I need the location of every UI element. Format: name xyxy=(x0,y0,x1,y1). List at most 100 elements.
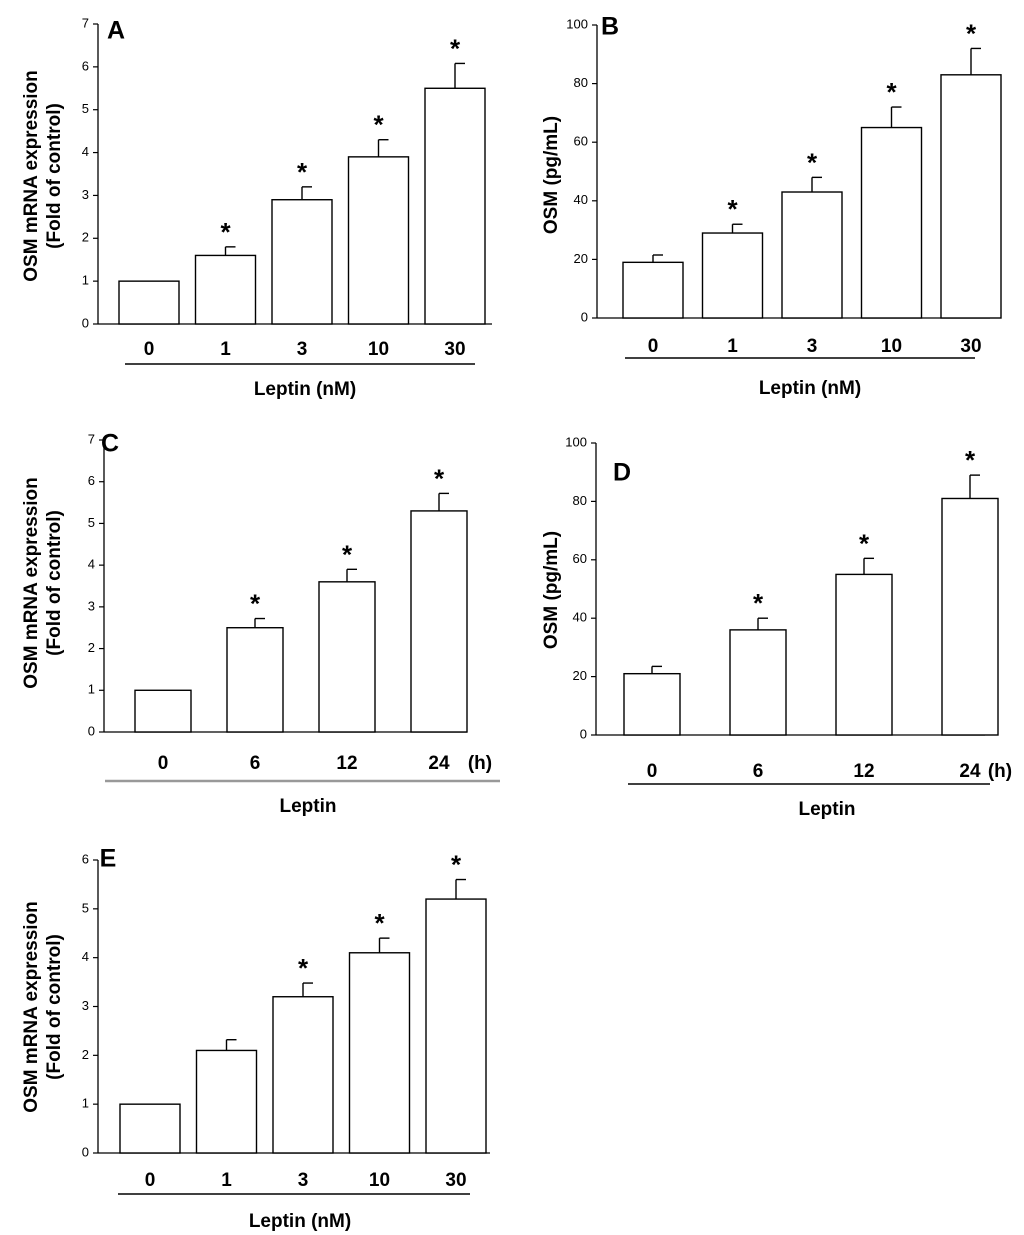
category-label: 1 xyxy=(727,336,738,357)
y-tick-label: 0 xyxy=(581,309,588,324)
significance-star: * xyxy=(966,18,977,48)
category-label: 30 xyxy=(960,336,981,357)
bar xyxy=(701,232,764,319)
category-label: 6 xyxy=(250,753,261,774)
category-label: 10 xyxy=(369,1170,390,1191)
y-tick-label: 80 xyxy=(573,493,587,508)
group-label: Leptin (nM) xyxy=(759,378,861,399)
y-tick-label: 2 xyxy=(82,230,89,245)
category-label: 24 xyxy=(428,753,450,774)
significance-star: * xyxy=(859,528,870,558)
significance-star: * xyxy=(373,110,384,140)
y-tick-label: 0 xyxy=(580,726,587,741)
bar xyxy=(318,581,376,733)
significance-star: * xyxy=(298,953,309,983)
panel-label: D xyxy=(613,459,631,487)
y-tick-label: 1 xyxy=(82,273,89,288)
bar xyxy=(860,126,923,319)
significance-star: * xyxy=(374,908,385,938)
bar xyxy=(348,952,411,1154)
category-label: 30 xyxy=(445,1170,466,1191)
y-tick-label: 2 xyxy=(88,640,95,655)
y-axis-subtitle: (Fold of control) xyxy=(44,510,65,656)
significance-star: * xyxy=(451,850,462,880)
y-tick-label: 20 xyxy=(573,668,587,683)
y-tick-label: 0 xyxy=(82,1144,89,1159)
y-tick-label: 60 xyxy=(574,134,588,149)
category-label: 0 xyxy=(145,1170,156,1191)
bar xyxy=(119,1103,181,1154)
category-label: 6 xyxy=(753,761,764,782)
category-label: 12 xyxy=(853,761,874,782)
significance-star: * xyxy=(886,77,897,107)
group-label: Leptin (nM) xyxy=(254,379,356,400)
bar xyxy=(271,199,333,325)
y-tick-label: 0 xyxy=(88,723,95,738)
category-label: 1 xyxy=(221,1170,232,1191)
category-label: 0 xyxy=(158,753,169,774)
group-label: Leptin xyxy=(280,796,337,817)
bar xyxy=(781,191,843,319)
category-label: 0 xyxy=(648,336,659,357)
y-axis-title: OSM mRNA expression xyxy=(21,901,42,1113)
significance-star: * xyxy=(753,588,764,618)
category-label: 3 xyxy=(807,336,818,357)
panel-e: E 0 1 2 3 4 5 6 OSM mRNA expression (Fold of cont… xyxy=(21,845,490,1232)
group-label: Leptin xyxy=(799,799,856,820)
significance-star: * xyxy=(450,33,461,63)
y-tick-label: 6 xyxy=(82,851,89,866)
category-label: 10 xyxy=(881,336,902,357)
significance-star: * xyxy=(434,463,445,493)
bar xyxy=(940,74,1002,319)
y-tick-label: 40 xyxy=(573,610,587,625)
bar xyxy=(623,672,681,736)
unit-label: (h) xyxy=(468,753,492,774)
category-label: 24 xyxy=(959,761,981,782)
y-tick-label: 60 xyxy=(573,551,587,566)
y-axis-subtitle: (Fold of control) xyxy=(44,103,65,249)
y-axis-title: OSM (pg/mL) xyxy=(541,116,562,234)
y-tick-label: 100 xyxy=(565,434,587,449)
significance-star: * xyxy=(727,194,738,224)
bar xyxy=(118,280,180,325)
bar xyxy=(347,156,410,325)
bar xyxy=(425,898,487,1154)
group-label: Leptin (nM) xyxy=(249,1211,351,1232)
y-tick-label: 2 xyxy=(82,1047,89,1062)
y-tick-label: 20 xyxy=(574,251,588,266)
bar xyxy=(272,996,334,1154)
significance-star: * xyxy=(807,147,818,177)
y-tick-label: 7 xyxy=(88,431,95,446)
category-label: 10 xyxy=(368,339,389,360)
panel-label: C xyxy=(101,430,119,458)
bar xyxy=(729,629,787,736)
y-tick-label: 3 xyxy=(82,187,89,202)
y-tick-label: 3 xyxy=(82,998,89,1013)
significance-star: * xyxy=(220,217,231,247)
y-tick-label: 1 xyxy=(88,682,95,697)
y-tick-label: 6 xyxy=(88,473,95,488)
category-label: 0 xyxy=(144,339,155,360)
y-tick-label: 3 xyxy=(88,598,95,613)
bar xyxy=(134,689,192,733)
y-tick-label: 1 xyxy=(82,1096,89,1111)
y-tick-label: 7 xyxy=(82,15,89,30)
bar xyxy=(195,1049,258,1154)
bar xyxy=(835,573,893,736)
y-tick-label: 40 xyxy=(574,192,588,207)
y-tick-label: 5 xyxy=(88,515,95,530)
category-label: 0 xyxy=(647,761,658,782)
y-axis-title: OSM (pg/mL) xyxy=(541,531,562,649)
y-tick-label: 4 xyxy=(82,949,89,964)
significance-star: * xyxy=(250,589,261,619)
bar xyxy=(424,87,486,325)
significance-star: * xyxy=(342,539,353,569)
y-tick-label: 80 xyxy=(574,75,588,90)
category-label: 12 xyxy=(336,753,357,774)
y-axis-title: OSM mRNA expression xyxy=(21,70,42,282)
bar xyxy=(194,254,257,325)
category-label: 1 xyxy=(220,339,231,360)
bar xyxy=(410,510,468,733)
